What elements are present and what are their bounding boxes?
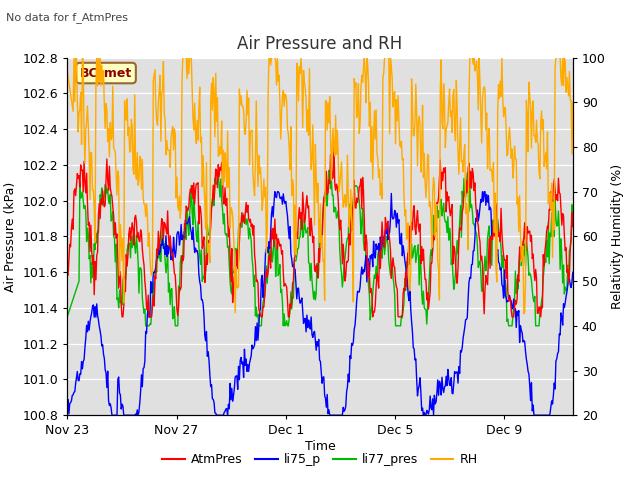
X-axis label: Time: Time bbox=[305, 440, 335, 453]
Y-axis label: Relativity Humidity (%): Relativity Humidity (%) bbox=[611, 164, 624, 309]
Legend: AtmPres, li75_p, li77_pres, RH: AtmPres, li75_p, li77_pres, RH bbox=[157, 448, 483, 471]
Text: No data for f_AtmPres: No data for f_AtmPres bbox=[6, 12, 129, 23]
Title: Air Pressure and RH: Air Pressure and RH bbox=[237, 35, 403, 53]
Text: BC_met: BC_met bbox=[80, 67, 132, 80]
Y-axis label: Air Pressure (kPa): Air Pressure (kPa) bbox=[4, 181, 17, 291]
